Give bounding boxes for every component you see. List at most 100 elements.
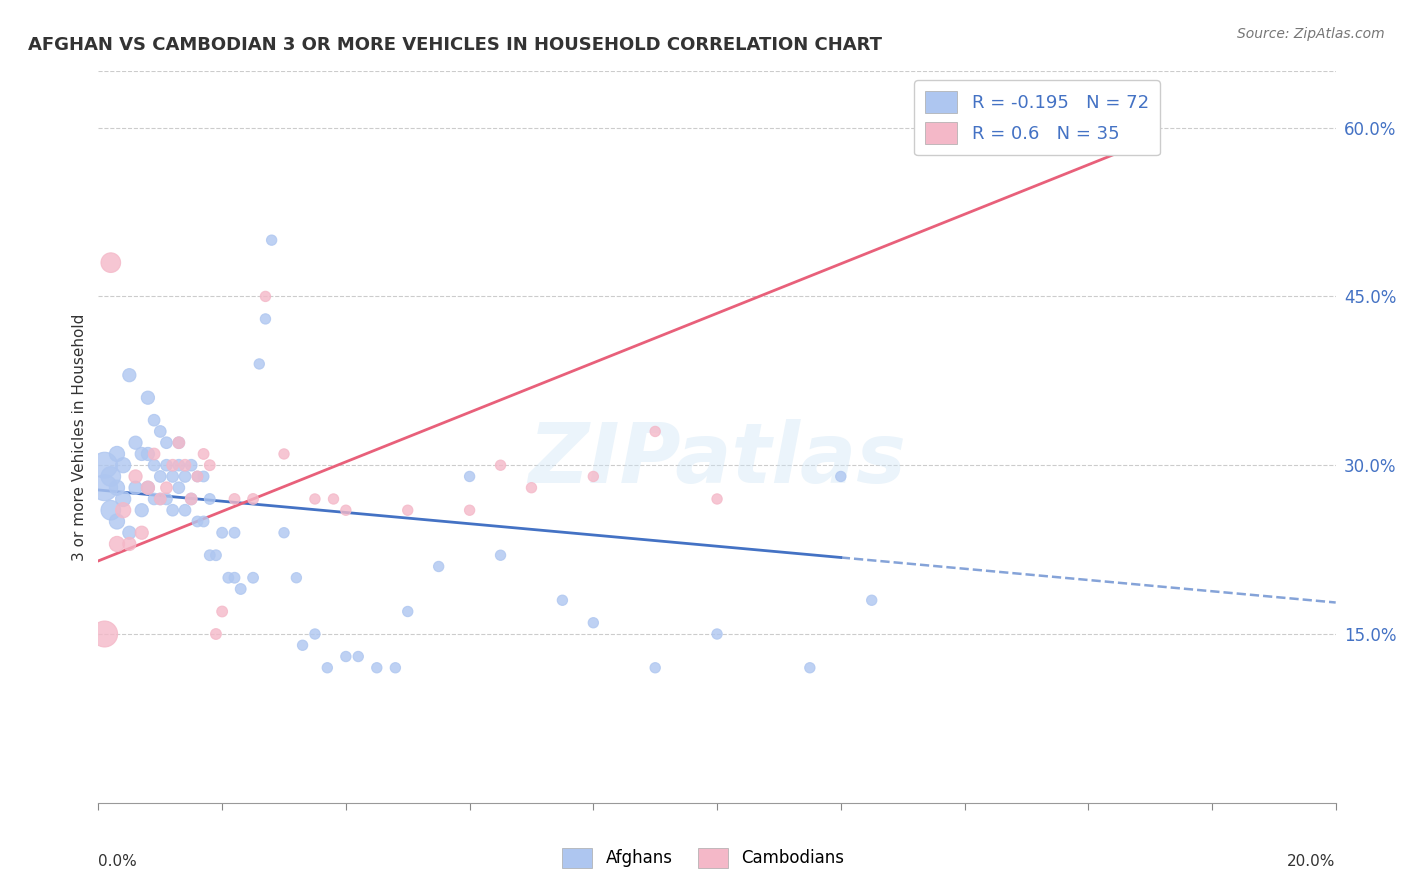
- Point: [162, 469, 184, 483]
- Point: [316, 661, 339, 675]
- Point: [322, 491, 344, 506]
- Point: [136, 447, 159, 461]
- Point: [93, 481, 115, 495]
- Point: [489, 458, 512, 473]
- Point: [118, 537, 141, 551]
- Point: [706, 491, 728, 506]
- Point: [458, 469, 481, 483]
- Point: [211, 605, 233, 619]
- Point: [174, 458, 197, 473]
- Point: [242, 491, 264, 506]
- Point: [136, 391, 159, 405]
- Point: [198, 548, 221, 562]
- Point: [167, 481, 190, 495]
- Point: [205, 627, 228, 641]
- Point: [100, 469, 122, 483]
- Point: [186, 469, 208, 483]
- Point: [291, 638, 314, 652]
- Point: [396, 605, 419, 619]
- Point: [217, 571, 239, 585]
- Point: [149, 469, 172, 483]
- Y-axis label: 3 or more Vehicles in Household: 3 or more Vehicles in Household: [72, 313, 87, 561]
- Text: 0.0%: 0.0%: [98, 854, 138, 869]
- Legend: Afghans, Cambodians: Afghans, Cambodians: [555, 841, 851, 875]
- Point: [180, 491, 202, 506]
- Point: [143, 458, 166, 473]
- Text: AFGHAN VS CAMBODIAN 3 OR MORE VEHICLES IN HOUSEHOLD CORRELATION CHART: AFGHAN VS CAMBODIAN 3 OR MORE VEHICLES I…: [28, 36, 882, 54]
- Legend: R = -0.195   N = 72, R = 0.6   N = 35: R = -0.195 N = 72, R = 0.6 N = 35: [914, 80, 1160, 155]
- Point: [105, 481, 128, 495]
- Point: [193, 469, 215, 483]
- Point: [384, 661, 406, 675]
- Point: [105, 537, 128, 551]
- Point: [155, 491, 177, 506]
- Point: [93, 458, 115, 473]
- Point: [644, 661, 666, 675]
- Point: [304, 627, 326, 641]
- Point: [162, 503, 184, 517]
- Point: [273, 447, 295, 461]
- Point: [186, 515, 208, 529]
- Point: [254, 289, 277, 303]
- Point: [131, 525, 153, 540]
- Point: [93, 627, 115, 641]
- Point: [105, 447, 128, 461]
- Point: [174, 503, 197, 517]
- Point: [155, 435, 177, 450]
- Point: [112, 458, 135, 473]
- Point: [242, 571, 264, 585]
- Point: [143, 491, 166, 506]
- Point: [100, 503, 122, 517]
- Point: [112, 503, 135, 517]
- Point: [136, 481, 159, 495]
- Point: [105, 515, 128, 529]
- Point: [118, 525, 141, 540]
- Point: [186, 469, 208, 483]
- Point: [396, 503, 419, 517]
- Text: ZIPatlas: ZIPatlas: [529, 418, 905, 500]
- Point: [254, 312, 277, 326]
- Point: [149, 491, 172, 506]
- Point: [143, 447, 166, 461]
- Point: [224, 571, 246, 585]
- Point: [131, 447, 153, 461]
- Point: [224, 525, 246, 540]
- Point: [285, 571, 308, 585]
- Point: [118, 368, 141, 383]
- Point: [224, 491, 246, 506]
- Point: [131, 503, 153, 517]
- Point: [582, 469, 605, 483]
- Point: [205, 548, 228, 562]
- Point: [136, 481, 159, 495]
- Point: [799, 661, 821, 675]
- Point: [229, 582, 252, 596]
- Point: [198, 458, 221, 473]
- Point: [458, 503, 481, 517]
- Point: [180, 491, 202, 506]
- Point: [644, 425, 666, 439]
- Point: [489, 548, 512, 562]
- Point: [520, 481, 543, 495]
- Point: [124, 469, 146, 483]
- Point: [124, 481, 146, 495]
- Point: [167, 435, 190, 450]
- Point: [582, 615, 605, 630]
- Point: [193, 515, 215, 529]
- Point: [167, 458, 190, 473]
- Point: [551, 593, 574, 607]
- Point: [304, 491, 326, 506]
- Point: [273, 525, 295, 540]
- Point: [155, 458, 177, 473]
- Point: [174, 469, 197, 483]
- Point: [366, 661, 388, 675]
- Text: 20.0%: 20.0%: [1288, 854, 1336, 869]
- Point: [347, 649, 370, 664]
- Point: [427, 559, 450, 574]
- Point: [143, 413, 166, 427]
- Point: [1139, 120, 1161, 135]
- Point: [860, 593, 883, 607]
- Point: [155, 481, 177, 495]
- Point: [162, 458, 184, 473]
- Point: [335, 649, 357, 664]
- Point: [335, 503, 357, 517]
